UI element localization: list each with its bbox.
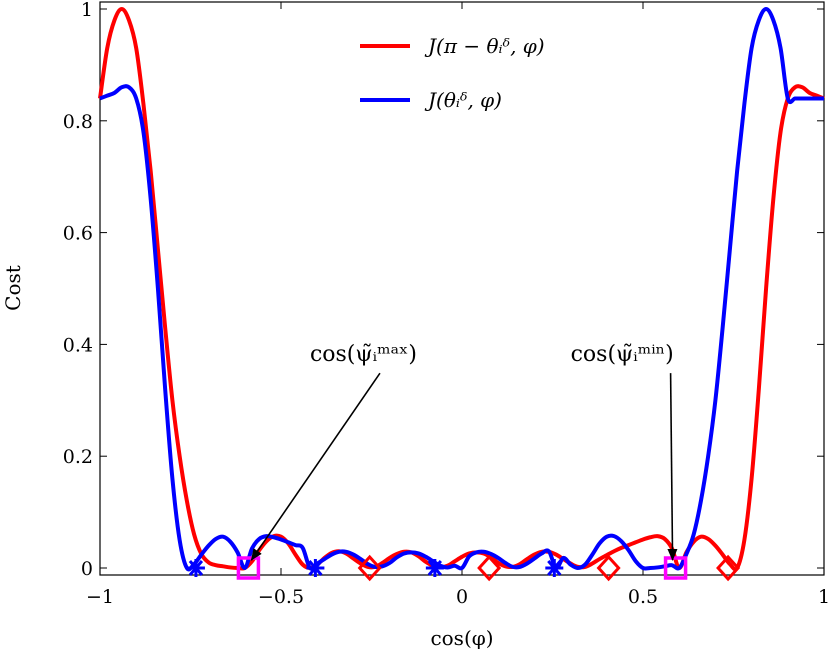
- annotation-psi-max: cos(ψ̃ᵢᵐᵃˣ): [310, 342, 417, 367]
- asterisk-marker: [425, 559, 444, 577]
- annotation-psi-min: cos(ψ̃ᵢᵐⁱⁿ): [571, 342, 674, 367]
- series-layer: [98, 7, 825, 572]
- x-tick-label: 0: [456, 586, 468, 608]
- x-tick-label: 1: [818, 586, 829, 608]
- x-axis-label: cos(φ): [430, 626, 493, 650]
- x-tick-label: 0.5: [628, 586, 658, 608]
- y-tick-label: 0.6: [63, 223, 93, 245]
- x-tick-label: −1: [86, 586, 114, 608]
- asterisk-marker: [545, 559, 564, 577]
- annotation-arrow-min: [667, 373, 678, 561]
- diamond-marker: [477, 554, 502, 582]
- markers-layer: [186, 554, 741, 582]
- series-line-red: [98, 7, 825, 572]
- annotations-layer: cos(ψ̃ᵢᵐᵃˣ) cos(ψ̃ᵢᵐⁱⁿ): [250, 342, 678, 561]
- legend-label-red: J(π − θᵢᵟ, φ): [424, 34, 545, 58]
- square-marker: [236, 556, 261, 580]
- asterisk-marker: [306, 559, 325, 577]
- asterisk-marker: [186, 559, 205, 577]
- diamond-marker: [716, 554, 741, 582]
- y-axis-label: Cost: [1, 265, 25, 311]
- series-line-blue: [99, 7, 824, 572]
- legend: J(π − θᵢᵟ, φ) J(θᵢᵟ, φ): [360, 34, 545, 112]
- legend-label-blue: J(θᵢᵟ, φ): [424, 88, 502, 112]
- annotation-arrow-max: [250, 372, 381, 561]
- ticks-layer: −1 −0.5 0 0.5 1 0 0.2 0.4 0.6 0.8 1: [63, 0, 829, 608]
- diamond-marker: [357, 554, 382, 582]
- y-tick-label: 0.8: [63, 111, 93, 133]
- y-tick-label: 0: [81, 558, 93, 580]
- x-tick-label: −0.5: [258, 586, 304, 608]
- y-tick-label: 1: [81, 0, 93, 21]
- y-tick-label: 0.4: [63, 334, 93, 356]
- diamond-marker: [596, 554, 621, 582]
- y-tick-label: 0.2: [63, 446, 93, 468]
